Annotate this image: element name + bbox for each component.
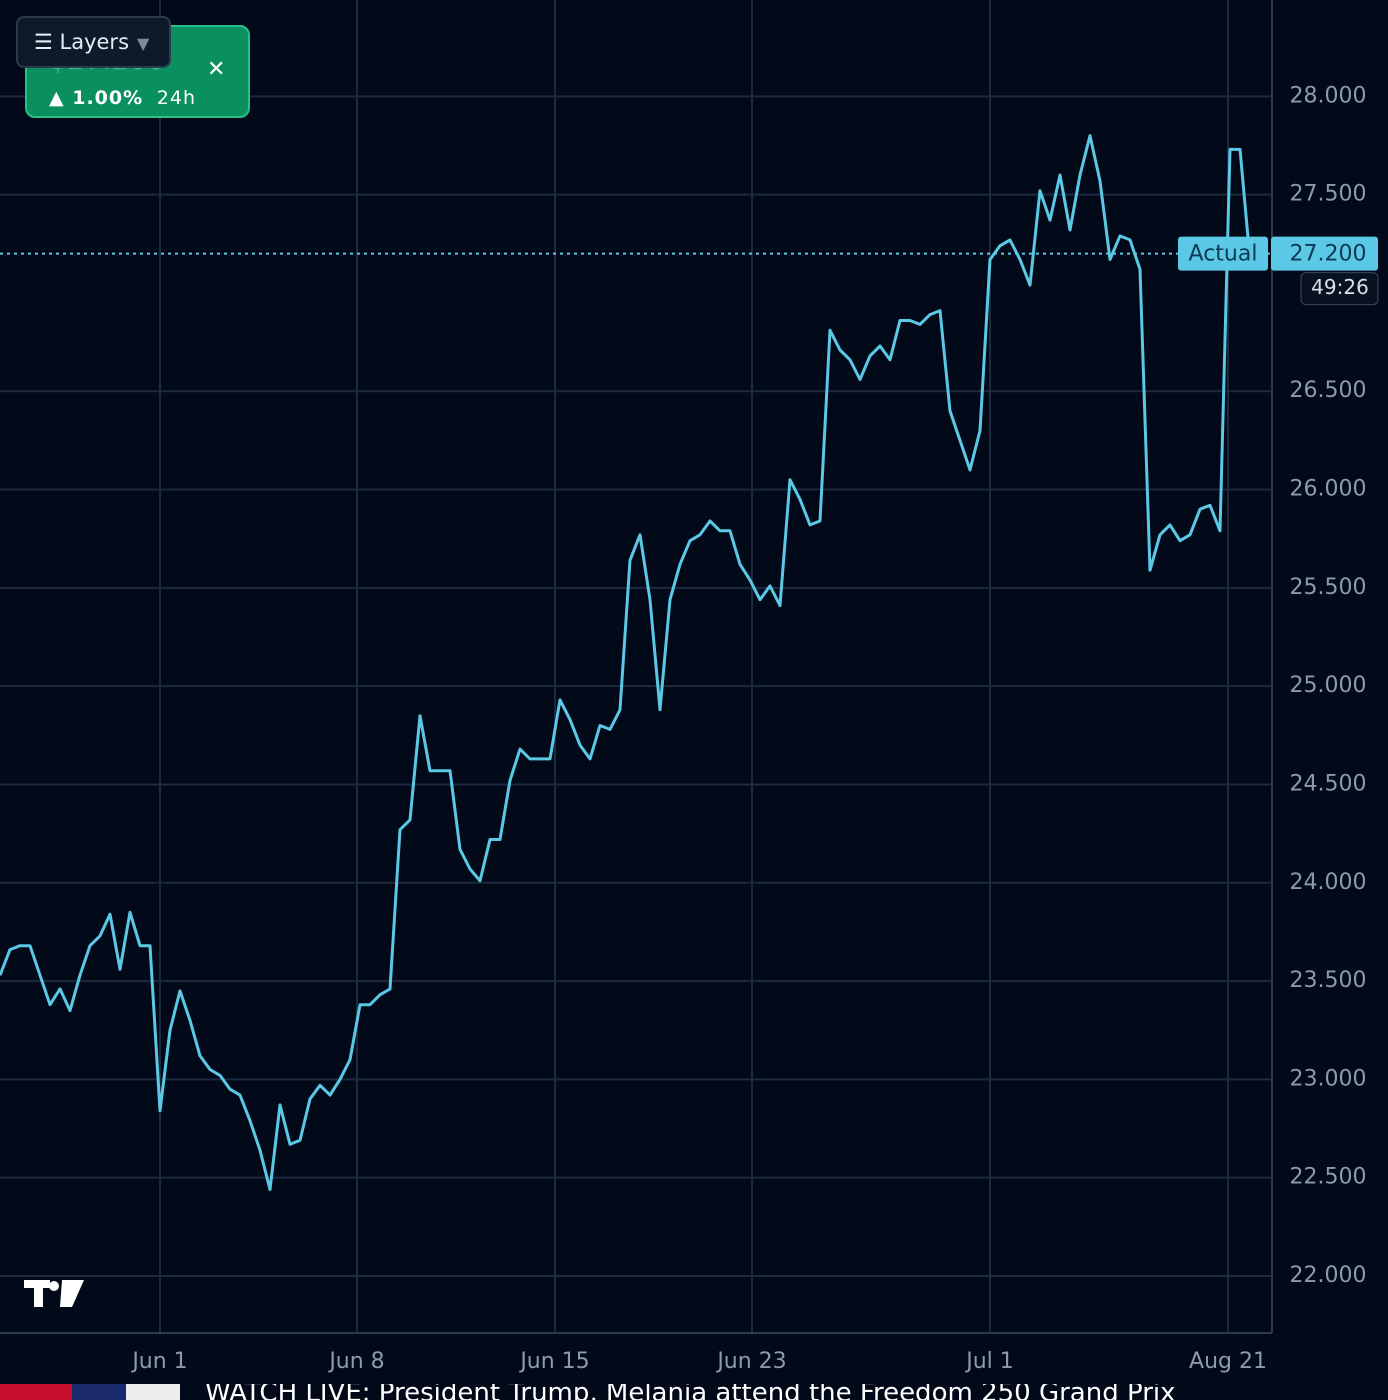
y-tick-label: 25.000 [1290,673,1367,698]
logo [24,1280,84,1307]
price-label-box [1271,236,1378,271]
x-tick-label: Jun 1 [130,1349,187,1374]
ticker-bar: WATCH LIVE: President Trump, Melania att… [0,1384,1388,1400]
layers-button[interactable]: ☰ Layers ▼ [16,16,171,68]
annotation-label: Actual [1189,242,1258,267]
y-tick-label: 26.000 [1290,477,1367,502]
price-line [0,134,1252,1191]
countdown-label: 49:26 [1311,275,1369,299]
y-tick-label: 23.500 [1290,968,1367,993]
x-tick-label: Aug 21 [1189,1349,1267,1374]
ticker-text: WATCH LIVE: President Trump, Melania att… [205,1384,1176,1400]
ticker-thumb [0,1384,180,1400]
dropdown-icon: ▼ [137,34,150,53]
x-tick-label: Jun 8 [327,1349,384,1374]
countdown-box [1300,272,1379,306]
x-tick-label: Jul 1 [964,1349,1014,1374]
menu-icon: ☰ [34,30,60,54]
y-tick-label: 28.000 [1290,83,1367,108]
annotation-box [1178,236,1268,271]
y-tick-label: 25.500 [1290,575,1367,600]
y-tick-label: 22.500 [1290,1165,1367,1190]
close-button[interactable]: ✕ [207,57,226,82]
price-label: 27.200 [1290,242,1367,267]
y-tick-label: 24.500 [1290,771,1367,796]
change-row: ▲ 1.00% 24h [49,87,196,109]
up-arrow: ▲ [49,87,73,109]
y-tick-label: 26.500 [1290,378,1367,403]
y-tick-label: 27.500 [1290,182,1367,207]
y-tick-label: 23.000 [1290,1066,1367,1091]
y-tick-label: 24.000 [1290,870,1367,895]
x-tick-label: Jun 23 [715,1349,786,1374]
y-tick-label: 22.000 [1290,1263,1367,1288]
pill-change: 1.00% [72,87,144,109]
pill-period: 24h [156,87,196,109]
layers-label: Layers [59,30,130,54]
x-tick-label: Jun 15 [518,1349,589,1374]
